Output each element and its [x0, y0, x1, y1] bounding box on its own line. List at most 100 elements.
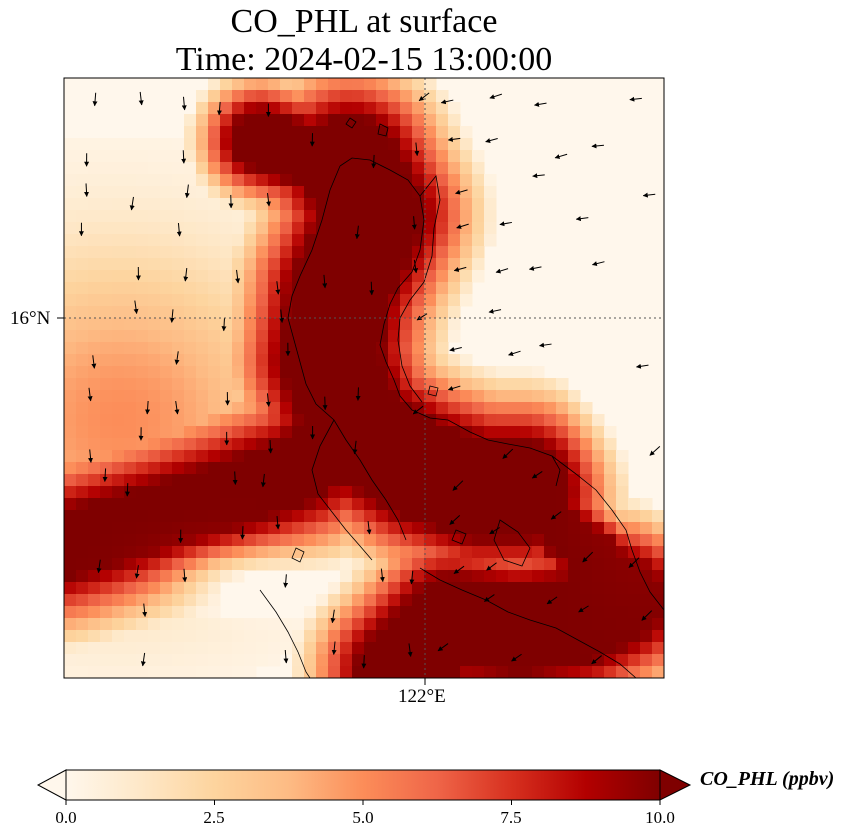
field-cell	[388, 558, 401, 571]
field-cell	[292, 354, 305, 367]
field-cell	[112, 642, 125, 655]
field-cell	[400, 510, 413, 523]
field-cell	[400, 522, 413, 535]
field-cell	[196, 666, 209, 678]
field-cell	[316, 666, 329, 678]
field-cell	[88, 462, 101, 475]
field-cell	[208, 162, 221, 175]
field-cell	[340, 474, 353, 487]
field-cell	[424, 150, 437, 163]
field-cell	[232, 426, 245, 439]
field-cell	[412, 606, 425, 619]
field-cell	[532, 630, 545, 643]
field-cell	[388, 222, 401, 235]
field-cell	[124, 198, 137, 211]
field-cell	[640, 654, 653, 667]
field-cell	[520, 402, 533, 415]
field-cell	[136, 150, 149, 163]
field-cell	[172, 534, 185, 547]
map-panel	[57, 77, 665, 685]
field-cell	[412, 486, 425, 499]
field-cell	[316, 258, 329, 271]
field-cell	[412, 234, 425, 247]
field-cell	[556, 558, 569, 571]
field-cell	[460, 282, 473, 295]
field-cell	[184, 546, 197, 559]
wind-arrow	[91, 355, 97, 369]
field-cell	[100, 462, 113, 475]
field-cell	[388, 186, 401, 199]
field-cell	[292, 294, 305, 307]
field-cell	[172, 174, 185, 187]
field-cell	[508, 426, 521, 439]
field-cell	[160, 582, 173, 595]
wind-arrow	[483, 594, 495, 602]
field-cell	[196, 390, 209, 403]
field-cell	[400, 330, 413, 343]
field-cell	[124, 498, 137, 511]
field-cell	[112, 306, 125, 319]
field-cell	[376, 402, 389, 415]
field-cell	[268, 222, 281, 235]
field-cell	[352, 306, 365, 319]
field-cell	[376, 390, 389, 403]
field-cell	[448, 510, 461, 523]
field-cell	[388, 546, 401, 559]
field-cell	[64, 366, 77, 379]
field-cell	[520, 414, 533, 427]
field-cell	[148, 246, 161, 259]
field-cell	[424, 162, 437, 175]
field-cell	[532, 522, 545, 535]
field-cell	[436, 162, 449, 175]
field-cell	[412, 618, 425, 631]
field-cell	[76, 402, 89, 415]
field-cell	[124, 594, 137, 607]
field-cell	[388, 102, 401, 115]
field-cell	[112, 222, 125, 235]
field-cell	[184, 330, 197, 343]
field-cell	[544, 450, 557, 463]
field-cell	[448, 594, 461, 607]
field-cell	[304, 522, 317, 535]
luzon-east-coast	[397, 175, 441, 403]
field-cell	[316, 546, 329, 559]
field-cell	[316, 426, 329, 439]
field-cell	[208, 174, 221, 187]
field-cell	[196, 462, 209, 475]
field-cell	[424, 186, 437, 199]
field-cell	[124, 546, 137, 559]
field-cell	[136, 414, 149, 427]
field-cell	[328, 474, 341, 487]
field-cell	[520, 594, 533, 607]
field-cell	[232, 150, 245, 163]
field-cell	[280, 414, 293, 427]
field-cell	[328, 282, 341, 295]
field-cell	[64, 402, 77, 415]
field-cell	[316, 282, 329, 295]
field-cell	[304, 318, 317, 331]
field-cell	[196, 642, 209, 655]
field-cell	[76, 174, 89, 187]
field-cell	[400, 222, 413, 235]
field-cell	[280, 90, 293, 103]
field-cell	[568, 618, 581, 631]
field-cell	[568, 438, 581, 451]
field-cell	[340, 642, 353, 655]
field-cell	[472, 534, 485, 547]
field-cell	[148, 510, 161, 523]
field-cell	[412, 198, 425, 211]
field-cell	[196, 102, 209, 115]
field-cell	[208, 642, 221, 655]
field-cell	[160, 282, 173, 295]
field-cell	[508, 366, 521, 379]
colorbar-tick-5: 5.0	[352, 808, 374, 827]
field-cell	[124, 510, 137, 523]
field-cell	[580, 582, 593, 595]
field-cell	[388, 258, 401, 271]
field-cell	[448, 246, 461, 259]
field-cell	[340, 378, 353, 391]
field-cell	[148, 642, 161, 655]
field-cell	[520, 426, 533, 439]
field-cell	[412, 330, 425, 343]
field-cell	[304, 654, 317, 667]
